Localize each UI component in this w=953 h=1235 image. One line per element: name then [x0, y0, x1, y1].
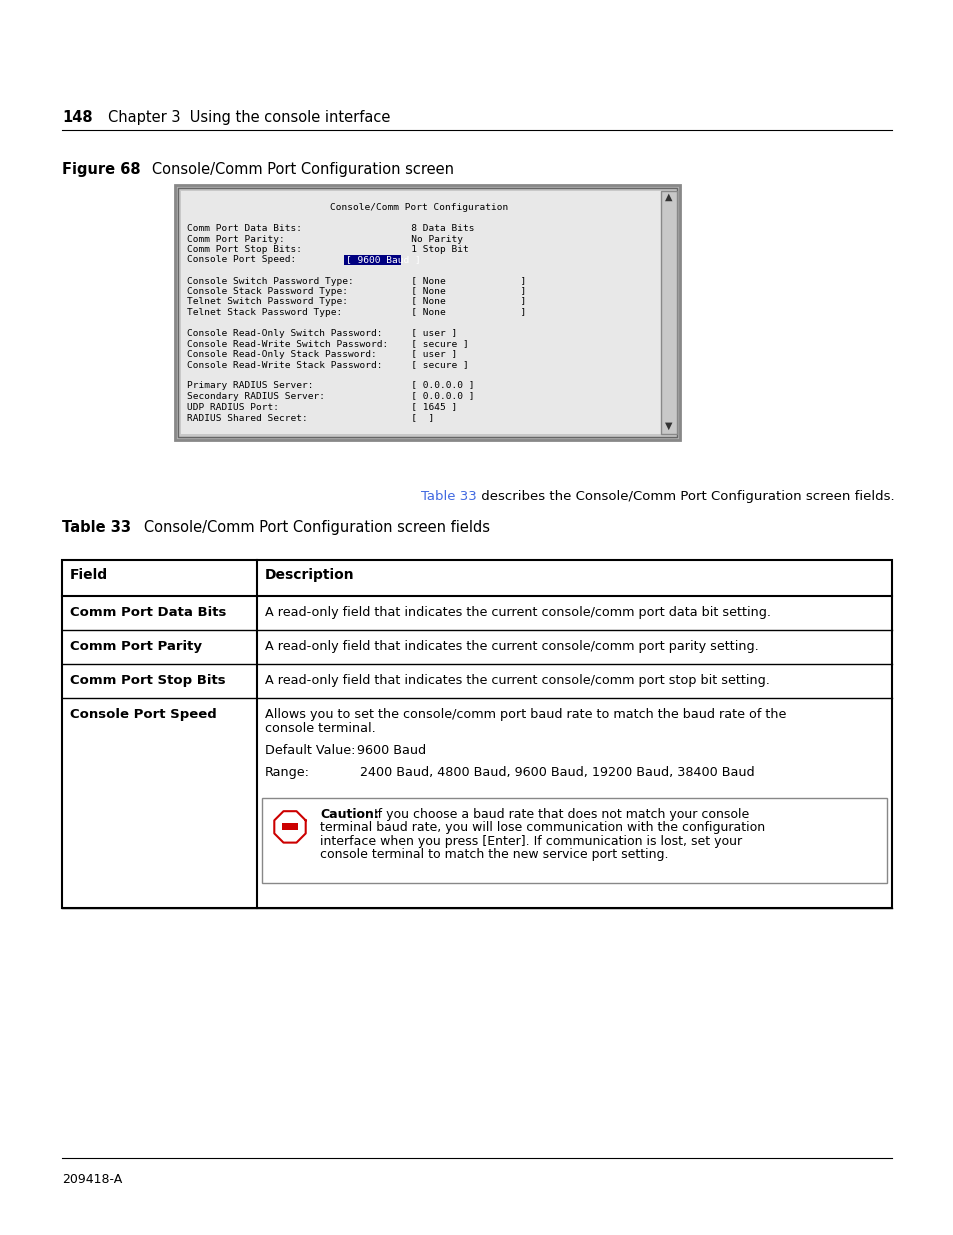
FancyBboxPatch shape [282, 824, 297, 830]
Text: Comm Port Data Bits: Comm Port Data Bits [70, 606, 226, 619]
Text: interface when you press [Enter]. If communication is lost, set your: interface when you press [Enter]. If com… [319, 835, 741, 848]
Text: Telnet Stack Password Type:            [ None             ]: Telnet Stack Password Type: [ None ] [187, 308, 526, 317]
Text: 2400 Baud, 4800 Baud, 9600 Baud, 19200 Baud, 38400 Baud: 2400 Baud, 4800 Baud, 9600 Baud, 19200 B… [319, 766, 754, 779]
Text: Console Read-Write Switch Password:    [ secure ]: Console Read-Write Switch Password: [ se… [187, 340, 468, 348]
Text: Console/Comm Port Configuration screen fields: Console/Comm Port Configuration screen f… [130, 520, 490, 535]
Text: console terminal to match the new service port setting.: console terminal to match the new servic… [319, 848, 668, 861]
Text: UDP RADIUS Port:                       [ 1645 ]: UDP RADIUS Port: [ 1645 ] [187, 403, 456, 411]
Text: Console Read-Only Switch Password:     [ user ]: Console Read-Only Switch Password: [ use… [187, 329, 456, 338]
Text: A read-only field that indicates the current console/comm port stop bit setting.: A read-only field that indicates the cur… [265, 674, 769, 687]
Text: 148: 148 [62, 110, 92, 125]
Text: Comm Port Parity:                      No Parity: Comm Port Parity: No Parity [187, 235, 462, 243]
Text: Allows you to set the console/comm port baud rate to match the baud rate of the: Allows you to set the console/comm port … [265, 708, 785, 721]
Text: 9600 Baud: 9600 Baud [345, 745, 426, 757]
Text: Comm Port Data Bits:                   8 Data Bits: Comm Port Data Bits: 8 Data Bits [187, 224, 474, 233]
Text: Console Stack Password Type:           [ None             ]: Console Stack Password Type: [ None ] [187, 287, 526, 296]
Text: ▼: ▼ [664, 421, 672, 431]
Text: describes the Console/Comm Port Configuration screen fields.: describes the Console/Comm Port Configur… [476, 490, 894, 503]
Text: Console Port Speed: Console Port Speed [70, 708, 216, 721]
Text: console terminal.: console terminal. [265, 722, 375, 736]
Text: Primary RADIUS Server:                 [ 0.0.0.0 ]: Primary RADIUS Server: [ 0.0.0.0 ] [187, 382, 474, 390]
Text: terminal baud rate, you will lose communication with the configuration: terminal baud rate, you will lose commun… [319, 821, 764, 835]
Text: Comm Port Parity: Comm Port Parity [70, 640, 202, 653]
Polygon shape [274, 811, 305, 842]
Text: [ 9600 Baud ]: [ 9600 Baud ] [346, 256, 420, 264]
Text: A read-only field that indicates the current console/comm port parity setting.: A read-only field that indicates the cur… [265, 640, 758, 653]
Text: Console Port Speed:: Console Port Speed: [187, 256, 411, 264]
FancyBboxPatch shape [660, 191, 677, 433]
Text: Comm Port Stop Bits:                   1 Stop Bit: Comm Port Stop Bits: 1 Stop Bit [187, 245, 468, 254]
Text: Field: Field [70, 568, 108, 582]
Text: Description: Description [265, 568, 355, 582]
Text: Secondary RADIUS Server:               [ 0.0.0.0 ]: Secondary RADIUS Server: [ 0.0.0.0 ] [187, 391, 474, 401]
Text: Chapter 3  Using the console interface: Chapter 3 Using the console interface [108, 110, 390, 125]
Text: Figure 68: Figure 68 [62, 162, 140, 177]
Text: Caution:: Caution: [319, 808, 378, 821]
FancyBboxPatch shape [62, 559, 891, 908]
Text: If you choose a baud rate that does not match your console: If you choose a baud rate that does not … [369, 808, 748, 821]
FancyBboxPatch shape [262, 798, 886, 883]
Text: Console Switch Password Type:          [ None             ]: Console Switch Password Type: [ None ] [187, 277, 526, 285]
Text: Console/Comm Port Configuration: Console/Comm Port Configuration [330, 203, 508, 212]
Text: RADIUS Shared Secret:                  [  ]: RADIUS Shared Secret: [ ] [187, 412, 434, 422]
Text: Telnet Switch Password Type:           [ None             ]: Telnet Switch Password Type: [ None ] [187, 298, 526, 306]
Text: Console/Comm Port Configuration screen: Console/Comm Port Configuration screen [138, 162, 454, 177]
Text: Range:: Range: [265, 766, 310, 779]
Text: 209418-A: 209418-A [62, 1173, 122, 1186]
FancyBboxPatch shape [181, 191, 660, 433]
Text: Comm Port Stop Bits: Comm Port Stop Bits [70, 674, 226, 687]
Text: Default Value:: Default Value: [265, 745, 355, 757]
FancyBboxPatch shape [178, 188, 677, 437]
Text: Console Read-Write Stack Password:     [ secure ]: Console Read-Write Stack Password: [ sec… [187, 361, 468, 369]
Text: Table 33: Table 33 [62, 520, 131, 535]
Text: Console Read-Only Stack Password:      [ user ]: Console Read-Only Stack Password: [ user… [187, 350, 456, 359]
Text: Table 33: Table 33 [421, 490, 476, 503]
Text: A read-only field that indicates the current console/comm port data bit setting.: A read-only field that indicates the cur… [265, 606, 770, 619]
FancyBboxPatch shape [174, 185, 679, 440]
FancyBboxPatch shape [344, 254, 401, 266]
Text: ▲: ▲ [664, 191, 672, 203]
